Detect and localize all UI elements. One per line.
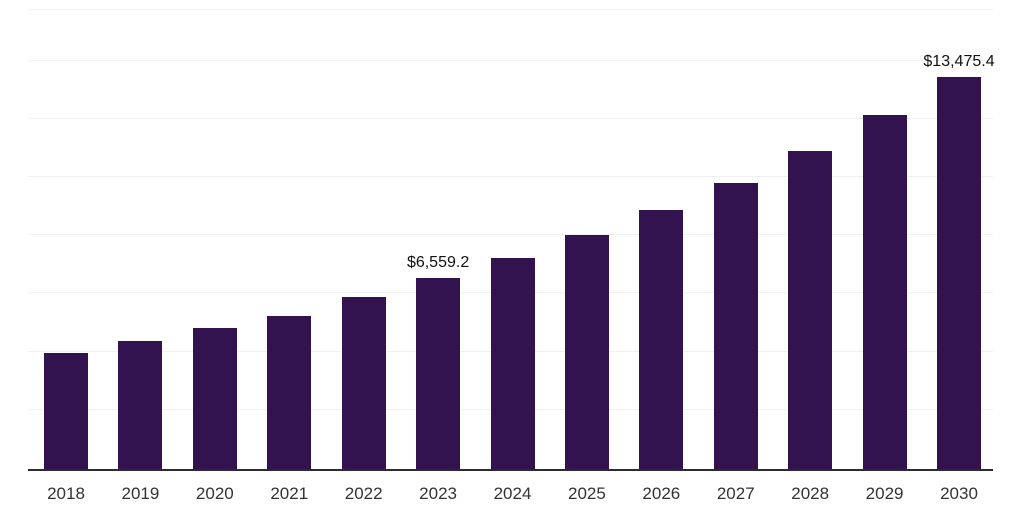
bar-2020 — [192, 327, 237, 469]
bar-2018 — [44, 352, 88, 469]
x-tick-label-2018: 2018 — [47, 484, 85, 503]
bar-2030 — [937, 77, 981, 469]
bar-2025 — [564, 235, 609, 469]
bar-2029 — [862, 114, 907, 469]
x-tick-label-2019: 2019 — [121, 484, 160, 503]
value-label-2030: $13,475.4 — [923, 53, 995, 70]
x-tick-label-2024: 2024 — [493, 484, 532, 503]
x-tick-label-2029: 2029 — [865, 484, 904, 503]
x-tick-label-2026: 2026 — [642, 484, 681, 503]
bar-2028 — [788, 151, 833, 469]
bar-2026 — [639, 210, 684, 469]
x-tick-label-2020: 2020 — [195, 484, 234, 503]
plot-top-border — [28, 9, 993, 10]
x-tick-label-2022: 2022 — [344, 484, 383, 503]
bar-2021 — [267, 315, 312, 469]
x-tick-label-2025: 2025 — [567, 484, 606, 503]
x-tick-label-2030: 2030 — [940, 484, 978, 503]
x-axis-line — [28, 469, 993, 471]
gridline — [28, 59, 993, 61]
bar-2022 — [341, 297, 386, 469]
bar-2027 — [713, 183, 758, 469]
gridline — [28, 176, 993, 178]
x-tick-label-2028: 2028 — [791, 484, 830, 503]
bar-2023 — [416, 278, 461, 469]
x-tick-label-2021: 2021 — [270, 484, 309, 503]
value-label-2023: $6,559.2 — [406, 254, 470, 272]
bar-2024 — [490, 258, 535, 469]
x-tick-label-2023: 2023 — [419, 484, 457, 503]
gridline — [28, 234, 993, 236]
bar-2019 — [118, 341, 163, 469]
gridline — [28, 117, 993, 119]
x-tick-label-2027: 2027 — [716, 484, 755, 503]
